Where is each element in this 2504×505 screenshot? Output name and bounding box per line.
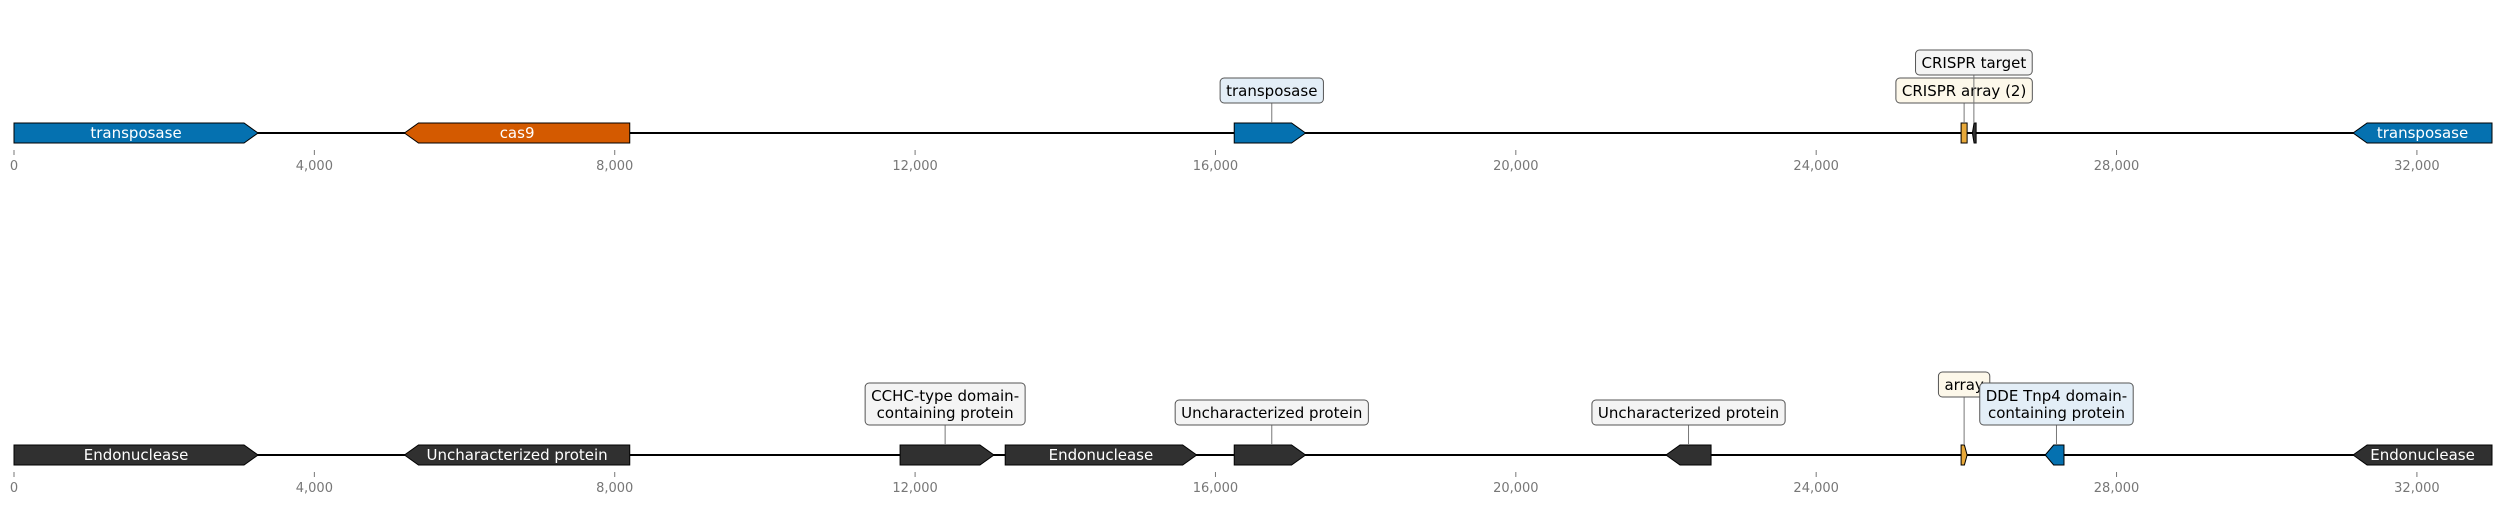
callout-text: transposase xyxy=(1226,82,1317,100)
callout-text: CRISPR target xyxy=(1922,54,2027,72)
axis-tick-label: 32,000 xyxy=(2394,159,2440,174)
feature-callout: Uncharacterized protein xyxy=(1591,399,1786,445)
callout-box xyxy=(1591,399,1786,426)
gene-feature-arrow[interactable] xyxy=(1233,444,1307,466)
axis-tick-label: 0 xyxy=(10,159,18,174)
callout-box xyxy=(864,382,1026,426)
axis-tick-label: 32,000 xyxy=(2394,481,2440,496)
axis-tick-label: 16,000 xyxy=(1193,159,1239,174)
feature-callout: Uncharacterized protein xyxy=(1174,399,1369,445)
axis-tick-label: 20,000 xyxy=(1493,481,1539,496)
feature-callout: transposase xyxy=(1219,77,1324,123)
gene-feature-label: Endonuclease xyxy=(1049,446,1154,464)
callout-text: Uncharacterized protein xyxy=(1598,404,1779,422)
callout-text: containing protein xyxy=(1988,404,2125,422)
genome-track-2: 0 4,000 8,000 12,000 16,000 20,000 24,000 28,00… xyxy=(10,371,2493,496)
gene-feature-arrow[interactable] xyxy=(403,122,631,144)
feature-callout: CRISPR array (2) xyxy=(1895,77,2033,123)
gene-feature-arrow[interactable] xyxy=(13,444,259,466)
gene-feature-label: Endonuclease xyxy=(84,446,189,464)
axis-tick-label: 28,000 xyxy=(2094,481,2140,496)
axis-tick-label: 24,000 xyxy=(1793,159,1839,174)
axis-tick-label: 12,000 xyxy=(892,481,938,496)
gene-feature-arrow[interactable] xyxy=(899,444,995,466)
axis-tick-label: 4,000 xyxy=(296,481,333,496)
axis-tick-label: 0 xyxy=(10,481,18,496)
callout-text: Uncharacterized protein xyxy=(1181,404,1362,422)
gene-feature-label: Endonuclease xyxy=(2370,446,2475,464)
gene-feature-arrow[interactable] xyxy=(2352,444,2493,466)
axis-tick-label: 28,000 xyxy=(2094,159,2140,174)
callout-box xyxy=(1895,77,2033,104)
feature-callout: DDE Tnp4 domain-containing protein xyxy=(1979,382,2134,445)
callout-text: array xyxy=(1944,376,1983,394)
gene-feature-label: cas9 xyxy=(500,124,535,142)
gene-feature-arrow[interactable] xyxy=(1960,444,1968,466)
gene-feature-label: transposase xyxy=(2377,124,2468,142)
gene-feature-arrow[interactable] xyxy=(1004,444,1198,466)
callout-text: containing protein xyxy=(877,404,1014,422)
feature-callout: CCHC-type domain-containing protein xyxy=(864,382,1026,445)
gene-feature-arrow[interactable] xyxy=(1233,122,1307,144)
gene-feature-arrow[interactable] xyxy=(403,444,631,466)
gene-feature-arrow[interactable] xyxy=(2352,122,2493,144)
gene-feature-arrow[interactable] xyxy=(1665,444,1712,466)
axis-tick-label: 16,000 xyxy=(1193,481,1239,496)
gene-feature-label: transposase xyxy=(90,124,181,142)
callout-box xyxy=(1915,49,2033,76)
gene-feature-arrow[interactable] xyxy=(1971,122,1977,144)
feature-callout: array xyxy=(1937,371,1991,445)
callout-box xyxy=(1174,399,1369,426)
gene-feature-label: Uncharacterized protein xyxy=(427,446,608,464)
callout-box xyxy=(1219,77,1324,104)
genome-track-1: 0 4,000 8,000 12,000 16,000 20,000 24,000 28,00… xyxy=(10,49,2493,174)
feature-callout: CRISPR target xyxy=(1915,49,2033,123)
callout-text: DDE Tnp4 domain- xyxy=(1986,387,2127,405)
callout-text: CRISPR array (2) xyxy=(1902,82,2026,100)
gene-feature-arrow[interactable] xyxy=(13,122,259,144)
axis-tick-label: 24,000 xyxy=(1793,481,1839,496)
axis-tick-label: 8,000 xyxy=(596,159,633,174)
callout-box xyxy=(1979,382,2134,426)
axis-tick-label: 12,000 xyxy=(892,159,938,174)
axis-tick-label: 20,000 xyxy=(1493,159,1539,174)
callout-text: CCHC-type domain- xyxy=(871,387,1019,405)
gene-feature-arrow[interactable] xyxy=(1960,122,1968,144)
axis-tick-label: 4,000 xyxy=(296,159,333,174)
axis-tick-label: 8,000 xyxy=(596,481,633,496)
gene-feature-arrow[interactable] xyxy=(2044,444,2065,466)
